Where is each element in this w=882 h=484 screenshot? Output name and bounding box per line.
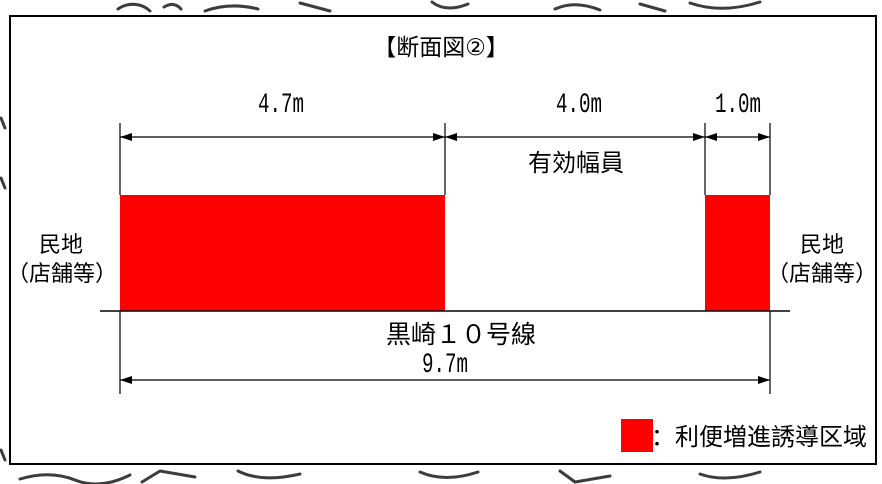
scan-residue-stroke (698, 470, 762, 480)
scan-residue-stroke (430, 0, 470, 10)
legend-label: ：利便増進誘導区域 (651, 423, 867, 451)
scan-residue-stroke (418, 470, 480, 479)
dimension-label-segment-3: 1.0m (715, 90, 761, 121)
right-land-label: 民地 (800, 233, 844, 258)
scan-residue-stroke (688, 0, 762, 10)
dimension-label-total: 9.7m (422, 350, 468, 381)
dimension-label-segment-2: 4.0m (556, 90, 602, 121)
scan-residue-stroke (203, 4, 260, 13)
scan-residue-stroke (162, 2, 183, 11)
scan-residue-stroke (0, 448, 7, 462)
scan-residue-stroke (558, 469, 612, 484)
left-land-sublabel: （店舗等） (7, 262, 117, 287)
scan-residue-stroke (140, 469, 197, 484)
scan-residue-stroke (638, 2, 667, 13)
scan-residue-stroke (298, 1, 332, 13)
scan-residue-stroke (116, 2, 152, 13)
scan-residue-stroke (0, 116, 7, 130)
scan-residue-stroke (236, 469, 302, 480)
legend: ：利便増進誘導区域 (621, 419, 867, 452)
zone-right (705, 195, 770, 311)
scan-residue-stroke (553, 3, 602, 12)
effective-width-label: 有効幅員 (528, 149, 624, 177)
scan-residue-stroke (18, 473, 132, 484)
dimension-label-segment-1: 4.7m (258, 90, 304, 121)
diagram-title: 【断面図②】 (373, 35, 509, 61)
right-land-sublabel: （店舗等） (767, 262, 877, 287)
left-land-label: 民地 (39, 233, 83, 258)
scan-residue (0, 0, 762, 484)
scan-residue-stroke (0, 176, 7, 190)
legend-swatch (621, 419, 653, 452)
zone-left (120, 195, 445, 311)
road-name: 黒崎１０号線 (386, 320, 536, 349)
